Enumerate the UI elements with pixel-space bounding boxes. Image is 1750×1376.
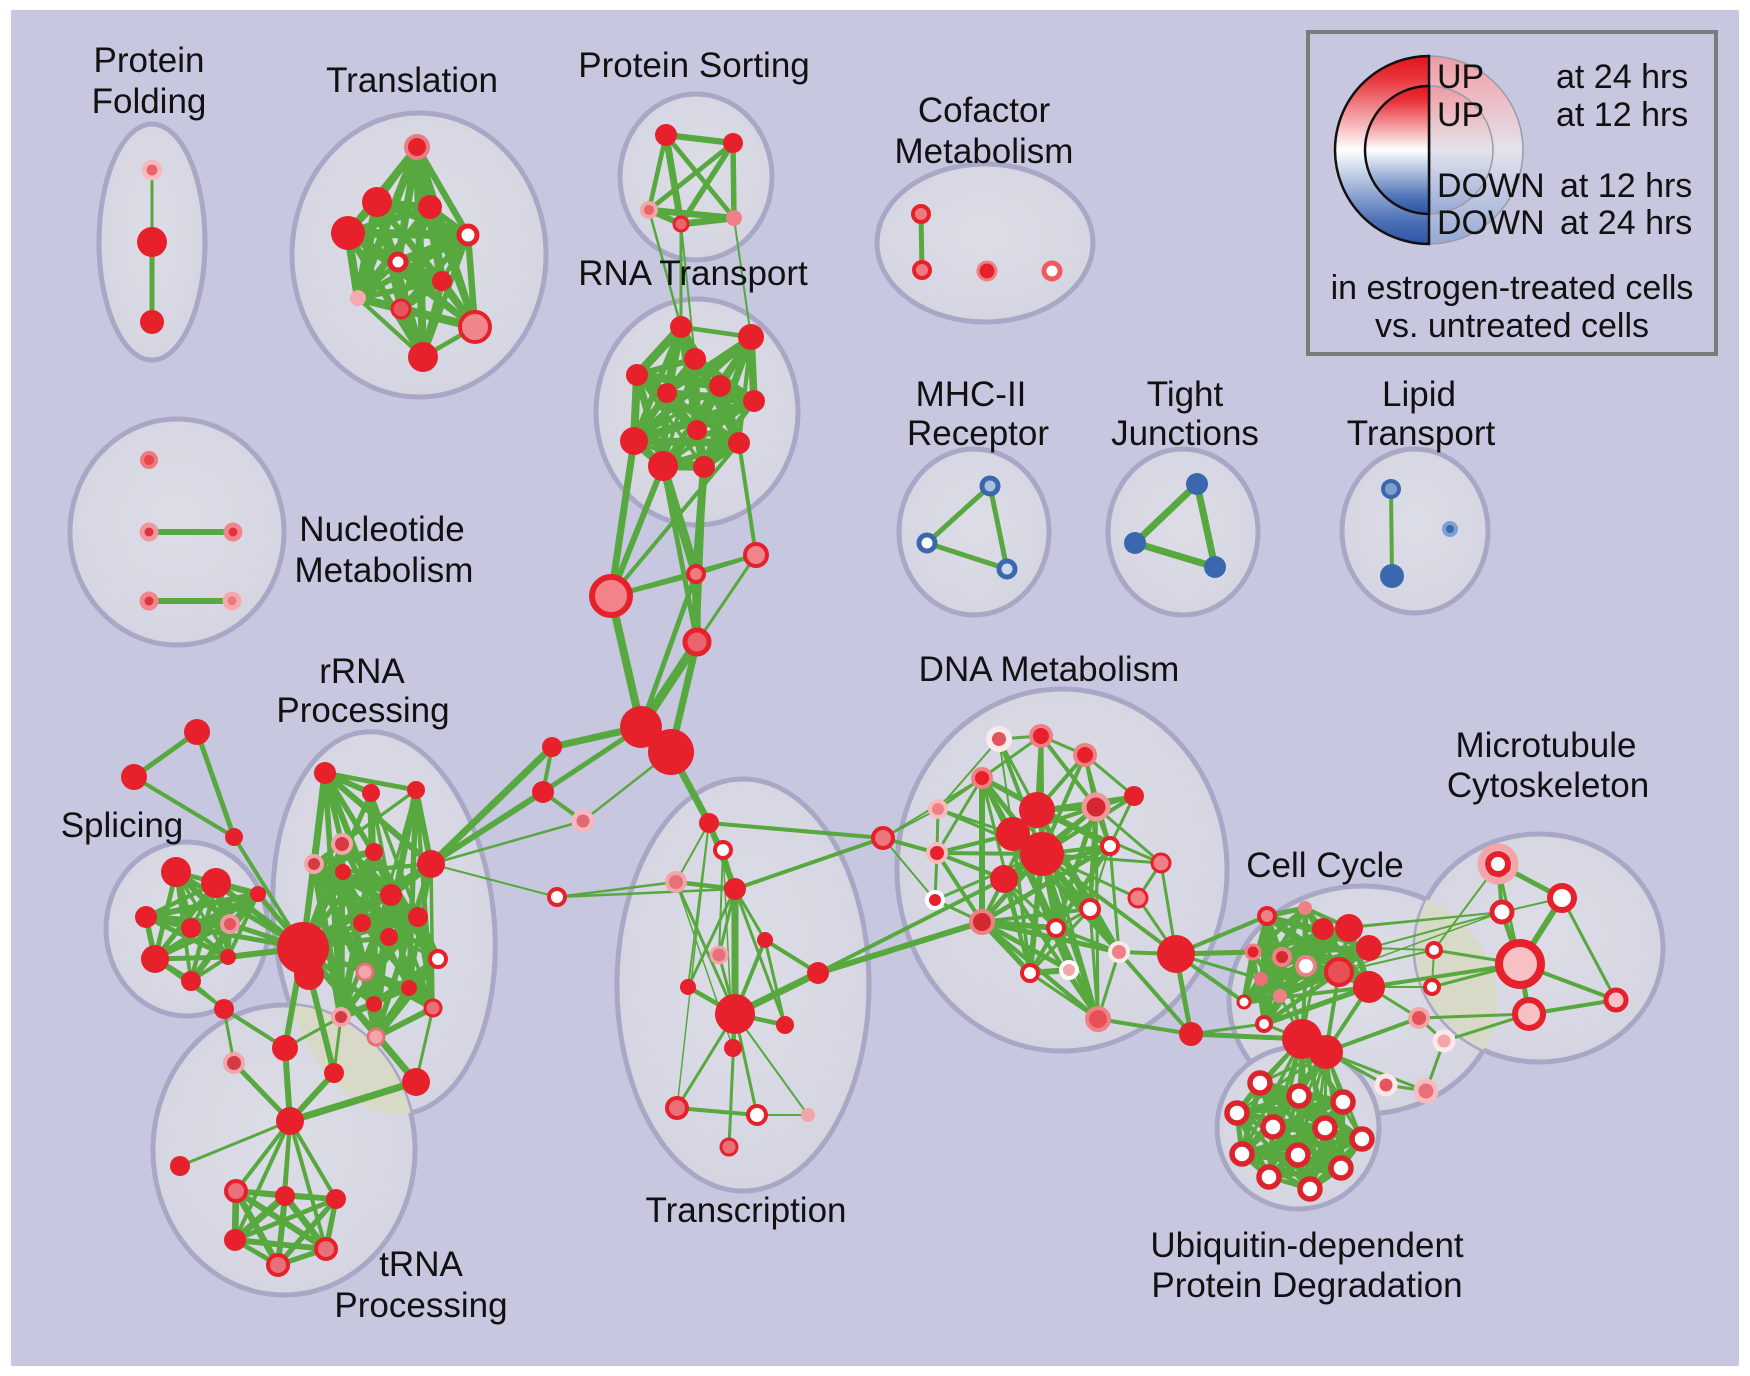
svg-text:Folding: Folding [92, 82, 207, 121]
svg-text:Tight: Tight [1147, 375, 1224, 414]
svg-text:DNA Metabolism: DNA Metabolism [919, 650, 1180, 689]
svg-text:Transcription: Transcription [646, 1191, 847, 1230]
svg-text:Nucleotide: Nucleotide [299, 510, 464, 549]
svg-text:Processing: Processing [334, 1286, 507, 1325]
svg-text:at 12 hrs: at 12 hrs [1560, 167, 1692, 205]
svg-text:Splicing: Splicing [61, 806, 184, 845]
svg-text:Ubiquitin-dependent: Ubiquitin-dependent [1150, 1226, 1464, 1265]
svg-text:Cell Cycle: Cell Cycle [1246, 846, 1404, 885]
svg-text:UP: UP [1437, 58, 1484, 96]
svg-text:Metabolism: Metabolism [895, 132, 1074, 171]
svg-text:Processing: Processing [276, 691, 449, 730]
svg-text:at 24 hrs: at 24 hrs [1556, 58, 1688, 96]
svg-text:in estrogen-treated cells: in estrogen-treated cells [1331, 269, 1694, 307]
svg-text:MHC-II: MHC-II [916, 375, 1027, 414]
svg-text:Cofactor: Cofactor [918, 91, 1051, 130]
svg-text:Lipid: Lipid [1382, 375, 1456, 414]
svg-text:rRNA: rRNA [319, 652, 405, 691]
svg-text:Transport: Transport [1347, 414, 1496, 453]
svg-text:Cytoskeleton: Cytoskeleton [1447, 766, 1649, 805]
svg-text:Translation: Translation [326, 61, 498, 100]
svg-text:DOWN: DOWN [1437, 204, 1545, 242]
svg-text:Microtubule: Microtubule [1456, 726, 1637, 765]
svg-text:UP: UP [1437, 96, 1484, 134]
svg-text:Metabolism: Metabolism [295, 551, 474, 590]
svg-text:Protein Degradation: Protein Degradation [1151, 1266, 1462, 1305]
svg-text:Protein Sorting: Protein Sorting [578, 46, 810, 85]
svg-text:RNA Transport: RNA Transport [578, 254, 808, 293]
svg-text:tRNA: tRNA [379, 1245, 463, 1284]
svg-text:at 12 hrs: at 12 hrs [1556, 96, 1688, 134]
svg-text:DOWN: DOWN [1437, 167, 1545, 205]
svg-text:Receptor: Receptor [907, 414, 1049, 453]
svg-text:vs. untreated cells: vs. untreated cells [1375, 307, 1649, 345]
svg-text:Junctions: Junctions [1111, 414, 1259, 453]
svg-text:at 24 hrs: at 24 hrs [1560, 204, 1692, 242]
svg-text:Protein: Protein [94, 41, 205, 80]
